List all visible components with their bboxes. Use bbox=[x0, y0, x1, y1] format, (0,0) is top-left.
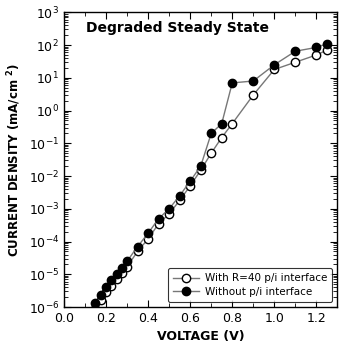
With R=40 p/i interface bbox=[209, 151, 213, 155]
Without p/i interface bbox=[188, 179, 192, 183]
With R=40 p/i interface bbox=[188, 184, 192, 188]
With R=40 p/i interface bbox=[293, 60, 297, 64]
Legend: With R=40 p/i interface, Without p/i interface: With R=40 p/i interface, Without p/i int… bbox=[168, 268, 332, 302]
With R=40 p/i interface bbox=[251, 93, 255, 97]
Without p/i interface bbox=[83, 312, 87, 317]
Without p/i interface bbox=[125, 259, 129, 263]
Without p/i interface bbox=[135, 245, 140, 249]
With R=40 p/i interface bbox=[325, 48, 329, 52]
With R=40 p/i interface bbox=[272, 67, 276, 72]
Line: Without p/i interface: Without p/i interface bbox=[81, 39, 331, 318]
Without p/i interface bbox=[209, 131, 213, 135]
Without p/i interface bbox=[156, 217, 161, 221]
With R=40 p/i interface bbox=[230, 121, 234, 126]
Without p/i interface bbox=[251, 79, 255, 83]
Y-axis label: CURRENT DENSITY (mA/cm $\mathbf{^2}$): CURRENT DENSITY (mA/cm $\mathbf{^2}$) bbox=[5, 62, 23, 257]
With R=40 p/i interface bbox=[135, 249, 140, 253]
Without p/i interface bbox=[314, 45, 318, 50]
Line: With R=40 p/i interface: With R=40 p/i interface bbox=[81, 46, 331, 324]
Without p/i interface bbox=[178, 194, 182, 198]
Without p/i interface bbox=[199, 164, 203, 168]
With R=40 p/i interface bbox=[167, 212, 171, 216]
Without p/i interface bbox=[120, 266, 124, 270]
With R=40 p/i interface bbox=[104, 290, 108, 295]
Without p/i interface bbox=[325, 42, 329, 46]
Without p/i interface bbox=[104, 285, 108, 289]
With R=40 p/i interface bbox=[220, 135, 224, 140]
Without p/i interface bbox=[99, 293, 103, 297]
Without p/i interface bbox=[220, 121, 224, 126]
Without p/i interface bbox=[115, 272, 119, 276]
With R=40 p/i interface bbox=[156, 222, 161, 226]
Without p/i interface bbox=[272, 63, 276, 67]
With R=40 p/i interface bbox=[120, 271, 124, 275]
With R=40 p/i interface bbox=[99, 298, 103, 303]
With R=40 p/i interface bbox=[93, 306, 97, 311]
Without p/i interface bbox=[230, 81, 234, 85]
X-axis label: VOLTAGE (V): VOLTAGE (V) bbox=[157, 331, 245, 343]
With R=40 p/i interface bbox=[178, 198, 182, 202]
With R=40 p/i interface bbox=[109, 283, 113, 288]
Without p/i interface bbox=[146, 231, 150, 235]
With R=40 p/i interface bbox=[125, 265, 129, 269]
Without p/i interface bbox=[167, 207, 171, 211]
Text: Degraded Steady State: Degraded Steady State bbox=[86, 21, 269, 35]
Without p/i interface bbox=[109, 278, 113, 282]
With R=40 p/i interface bbox=[83, 318, 87, 322]
With R=40 p/i interface bbox=[115, 277, 119, 281]
Without p/i interface bbox=[293, 49, 297, 53]
With R=40 p/i interface bbox=[199, 168, 203, 172]
With R=40 p/i interface bbox=[146, 237, 150, 241]
Without p/i interface bbox=[93, 301, 97, 305]
With R=40 p/i interface bbox=[314, 53, 318, 57]
